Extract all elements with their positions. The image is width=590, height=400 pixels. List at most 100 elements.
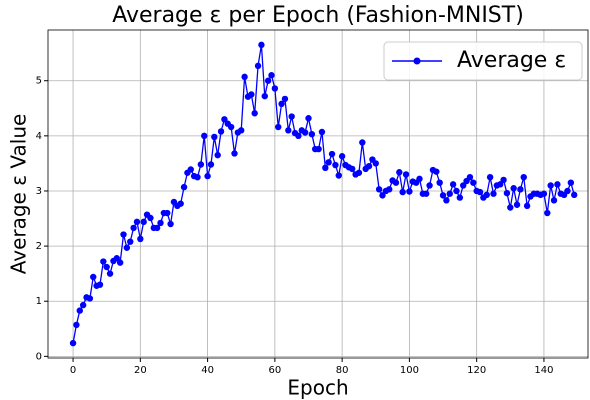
data-point [207, 161, 215, 168]
data-point [416, 175, 423, 183]
data-point [567, 179, 575, 186]
data-point [338, 153, 346, 160]
data-point [86, 295, 94, 302]
data-point [510, 185, 517, 192]
data-point [231, 150, 238, 157]
data-point [288, 113, 295, 120]
data-point [349, 165, 356, 173]
data-point [571, 191, 578, 199]
data-point [227, 123, 235, 131]
data-point [547, 182, 554, 189]
data-point [396, 169, 403, 176]
data-point [335, 172, 342, 179]
data-point [281, 95, 289, 103]
data-point [500, 176, 507, 184]
data-point [194, 173, 201, 181]
data-point [221, 116, 228, 123]
data-point [69, 339, 77, 347]
data-point [157, 219, 164, 227]
data-point [164, 209, 171, 217]
data-point [520, 173, 527, 181]
data-point [544, 209, 551, 217]
data-point [513, 201, 521, 208]
data-point [497, 181, 504, 188]
plot-frame [47, 29, 589, 359]
data-point [372, 160, 379, 167]
data-point [275, 123, 282, 131]
x-tick-label: 40 [201, 365, 214, 376]
data-point [460, 182, 467, 189]
data-point [153, 224, 161, 232]
data-point [375, 186, 383, 193]
legend-label: Average ε [457, 48, 566, 73]
data-point [217, 128, 225, 135]
data-point [76, 307, 83, 314]
data-point [483, 191, 490, 199]
data-point [133, 218, 141, 226]
x-axis-label: Epoch [287, 376, 348, 400]
data-point [204, 172, 211, 180]
data-point [517, 186, 524, 193]
data-point [332, 161, 339, 169]
data-point [490, 190, 497, 197]
data-point [96, 281, 104, 288]
y-tick-label: 5 [36, 76, 42, 87]
data-line [72, 44, 575, 344]
data-point [261, 92, 268, 100]
data-point [177, 200, 184, 207]
legend-marker [413, 57, 421, 65]
data-point [322, 164, 329, 172]
data-point [402, 171, 410, 178]
data-point [201, 132, 208, 140]
y-axis-label: Average ε Value [7, 114, 31, 275]
data-point [238, 127, 245, 134]
data-point [278, 100, 285, 108]
data-point [486, 173, 494, 181]
data-point [470, 179, 477, 186]
data-point [254, 62, 262, 70]
data-point [248, 91, 255, 98]
data-point [120, 231, 127, 238]
x-tick-label: 60 [268, 365, 281, 376]
data-point [167, 220, 174, 228]
data-point [365, 162, 373, 170]
data-point [305, 115, 312, 122]
data-point [73, 321, 80, 329]
y-tick-label: 0 [36, 351, 42, 362]
data-point [315, 145, 322, 153]
data-point [355, 169, 363, 176]
y-tick-label: 4 [36, 131, 42, 142]
data-point [325, 159, 332, 166]
x-tick-label: 0 [70, 365, 76, 376]
data-point [211, 133, 218, 141]
data-point [386, 186, 393, 193]
data-point [503, 189, 511, 197]
data-point [147, 214, 154, 222]
data-point [392, 179, 400, 186]
data-point [264, 77, 272, 84]
data-point [79, 301, 87, 309]
data-point [258, 41, 265, 49]
y-tick-label: 3 [36, 186, 42, 197]
y-tick-label: 1 [36, 296, 42, 307]
data-point [100, 258, 107, 265]
data-point [426, 182, 433, 189]
data-point [554, 181, 561, 188]
data-point [449, 181, 457, 188]
y-tick-label: 2 [36, 241, 42, 252]
data-point [456, 194, 464, 201]
data-point [271, 85, 279, 92]
data-point [301, 129, 309, 136]
data-point [379, 192, 386, 199]
data-point [564, 187, 571, 195]
data-point [540, 190, 548, 197]
data-point [123, 244, 131, 251]
data-point [439, 192, 447, 199]
data-point [446, 190, 453, 197]
data-point [423, 190, 430, 197]
data-point [295, 132, 302, 140]
data-point [113, 255, 120, 262]
data-point [443, 197, 450, 204]
data-point [466, 173, 474, 181]
